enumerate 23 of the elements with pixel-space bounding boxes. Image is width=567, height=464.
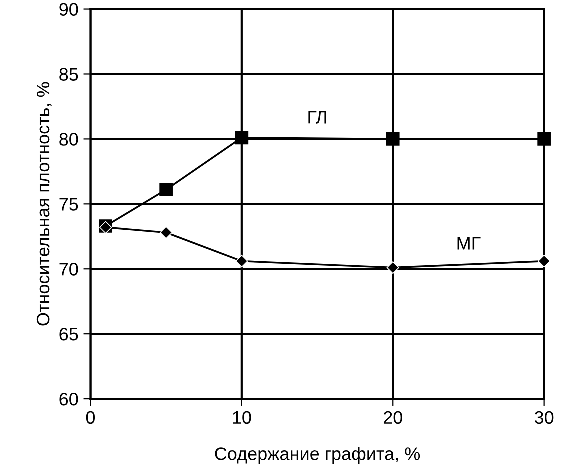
y-axis-title: Относительная плотность, % (36, 82, 52, 326)
x-tick-label: 10 (233, 411, 252, 424)
series-label: ГЛ (308, 111, 326, 124)
x-axis-title: Содержание графита, % (215, 447, 420, 464)
point (538, 132, 551, 146)
y-tick-label: 80 (60, 133, 78, 146)
point (538, 255, 551, 268)
y-tick-label: 70 (60, 263, 78, 276)
point (236, 255, 248, 268)
point (386, 132, 400, 146)
point (160, 183, 173, 197)
y-tick-label: 60 (60, 392, 78, 406)
series-label: МГ (458, 237, 481, 250)
y-tick-label: 75 (60, 198, 78, 211)
y-tick-label: 90 (60, 3, 78, 16)
y-tick-label: 65 (60, 328, 78, 341)
x-tick-label: 30 (534, 411, 554, 424)
point (160, 226, 173, 240)
x-tick-label: 20 (384, 411, 402, 424)
x-tick-label: 0 (86, 411, 96, 424)
point (235, 131, 249, 145)
y-tick-label: 85 (60, 68, 78, 81)
point (386, 262, 400, 274)
